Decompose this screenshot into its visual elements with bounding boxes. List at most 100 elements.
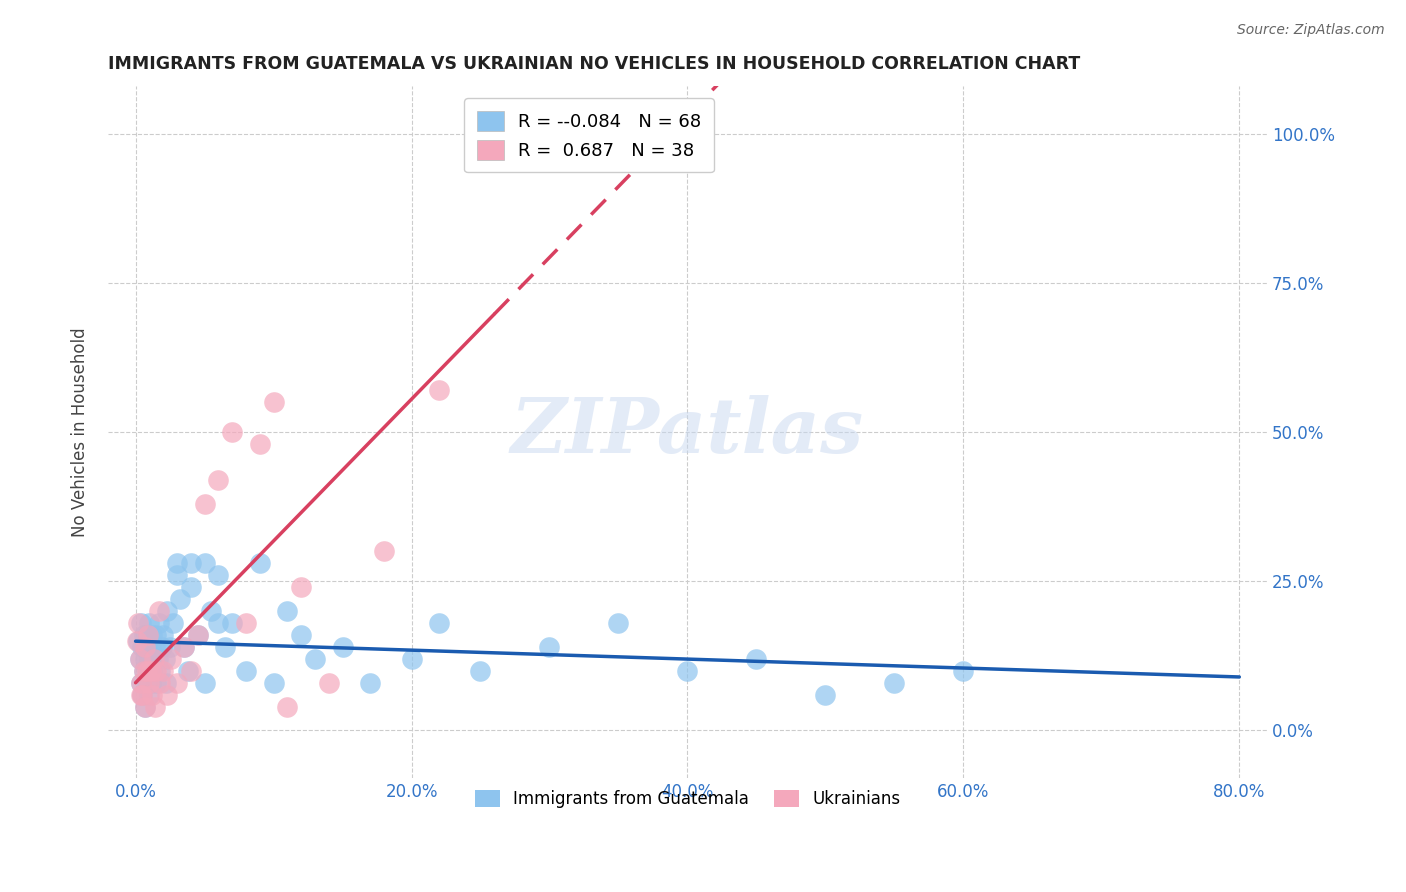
Point [139,640,162,654]
Point [156,688,179,702]
Point [145,664,167,678]
Point [187,628,209,642]
Point [290,580,312,594]
Text: ZIPatlas: ZIPatlas [510,395,865,469]
Point [814,688,837,702]
Point [193,675,215,690]
Point [134,699,156,714]
Point [136,628,159,642]
Point [129,688,152,702]
Text: Source: ZipAtlas.com: Source: ZipAtlas.com [1237,23,1385,37]
Point [187,628,209,642]
Point [127,615,149,630]
Point [156,604,179,618]
Point [180,664,202,678]
Point [207,473,229,487]
Text: IMMIGRANTS FROM GUATEMALA VS UKRAINIAN NO VEHICLES IN HOUSEHOLD CORRELATION CHAR: IMMIGRANTS FROM GUATEMALA VS UKRAINIAN N… [108,55,1080,73]
Point [249,557,271,571]
Point [276,604,298,618]
Point [136,628,159,642]
Point [127,634,149,648]
Point [883,675,905,690]
Point [263,675,285,690]
Point [148,604,170,618]
Y-axis label: No Vehicles in Household: No Vehicles in Household [72,327,89,537]
Point [129,615,152,630]
Point [148,615,170,630]
Point [745,652,768,666]
Point [131,688,153,702]
Point [607,615,630,630]
Point [152,628,174,642]
Point [304,652,326,666]
Point [153,652,176,666]
Point [332,640,354,654]
Point [470,664,492,678]
Point [141,688,163,702]
Point [401,652,423,666]
Point [173,640,195,654]
Point [142,652,165,666]
Point [235,664,257,678]
Point [149,675,172,690]
Point [193,557,215,571]
Point [538,640,561,654]
Point [169,592,191,607]
Point [166,675,188,690]
Point [132,664,155,678]
Point [134,640,156,654]
Point [129,675,152,690]
Point [131,688,153,702]
Point [263,395,285,409]
Point [173,640,195,654]
Point [138,652,160,666]
Point [427,615,450,630]
Point [138,688,160,702]
Point [160,652,183,666]
Point [162,615,184,630]
Point [214,640,236,654]
Point [359,675,381,690]
Point [136,664,159,678]
Point [143,699,166,714]
Point [128,652,150,666]
Point [139,664,162,678]
Point [318,675,340,690]
Point [138,615,160,630]
Point [135,640,157,654]
Point [207,615,229,630]
Point [221,615,243,630]
Point [132,628,155,642]
Point [141,664,163,678]
Legend: Immigrants from Guatemala, Ukrainians: Immigrants from Guatemala, Ukrainians [468,783,907,815]
Point [676,664,699,678]
Point [180,580,202,594]
Point [139,675,162,690]
Point [166,557,188,571]
Point [180,557,202,571]
Point [149,664,172,678]
Point [132,664,155,678]
Point [249,437,271,451]
Point [135,675,157,690]
Point [177,664,200,678]
Point [131,640,153,654]
Point [152,664,174,678]
Point [155,675,177,690]
Point [145,675,167,690]
Point [207,568,229,582]
Point [125,634,148,648]
Point [200,604,222,618]
Point [193,497,215,511]
Point [427,383,450,397]
Point [166,568,188,582]
Point [143,640,166,654]
Point [484,127,506,141]
Point [134,699,156,714]
Point [135,664,157,678]
Point [134,652,156,666]
Point [142,652,165,666]
Point [150,640,173,654]
Point [235,615,257,630]
Point [221,425,243,439]
